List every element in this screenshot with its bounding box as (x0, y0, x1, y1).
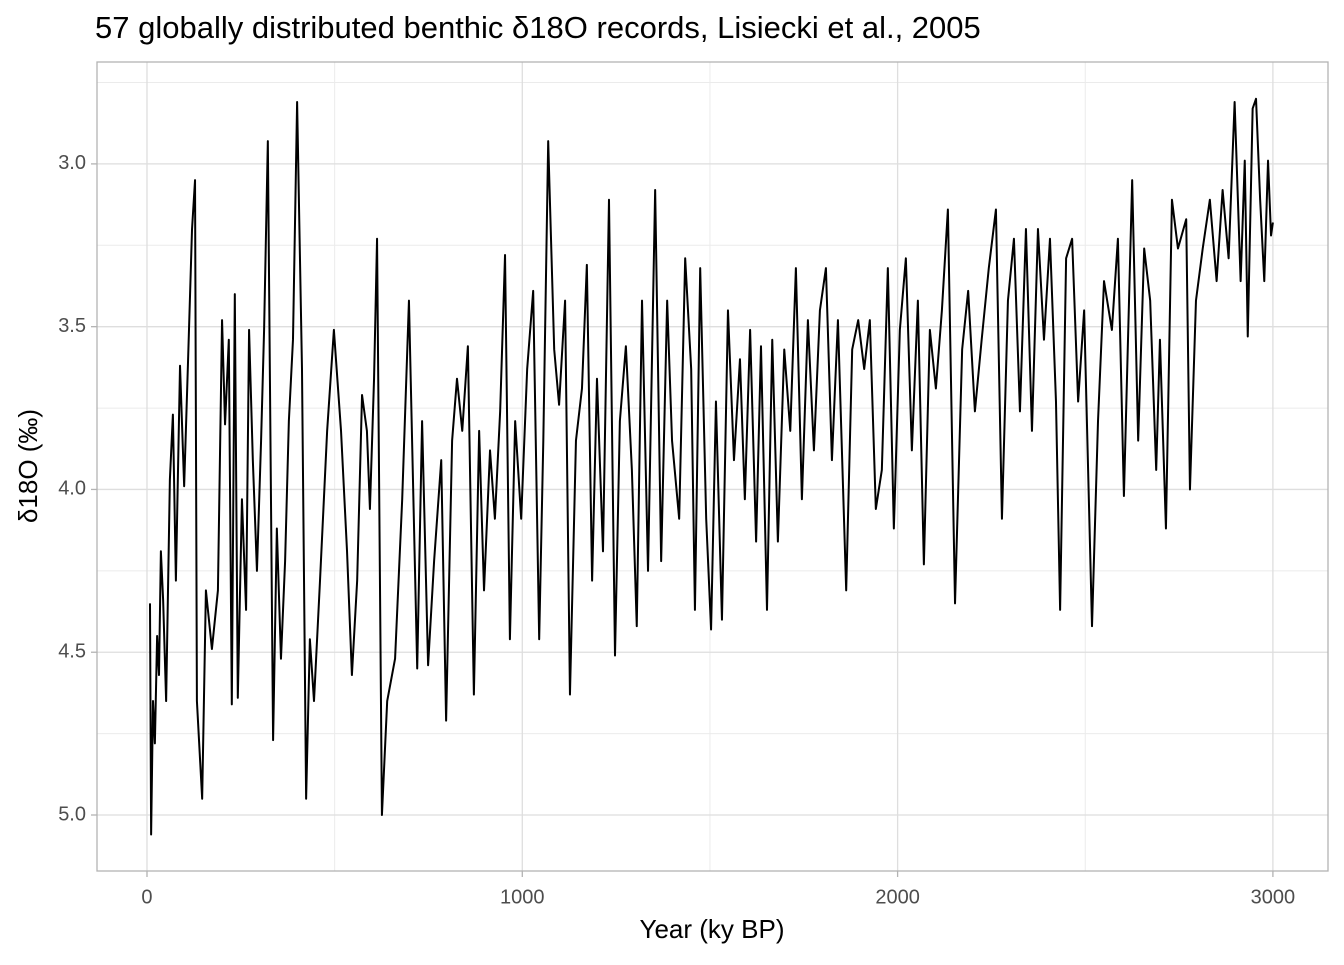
x-tick-label: 2000 (875, 886, 920, 908)
y-axis-title: δ18O (‰) (13, 409, 43, 523)
panel-border (96, 61, 1329, 872)
y-tick-label: 3.5 (58, 315, 86, 337)
x-tick-label: 3000 (1251, 886, 1296, 908)
x-tick-label: 0 (141, 886, 152, 908)
y-tick-label: 5.0 (58, 803, 86, 825)
x-tick-label: 1000 (500, 886, 545, 908)
y-tick-label: 3.0 (58, 152, 86, 174)
x-axis-title: Year (ky BP) (640, 914, 785, 944)
y-tick-label: 4.5 (58, 641, 86, 663)
chart-title: 57 globally distributed benthic δ18O rec… (95, 10, 981, 45)
data-line (148, 97, 1274, 836)
y-tick-label: 4.0 (58, 478, 86, 500)
